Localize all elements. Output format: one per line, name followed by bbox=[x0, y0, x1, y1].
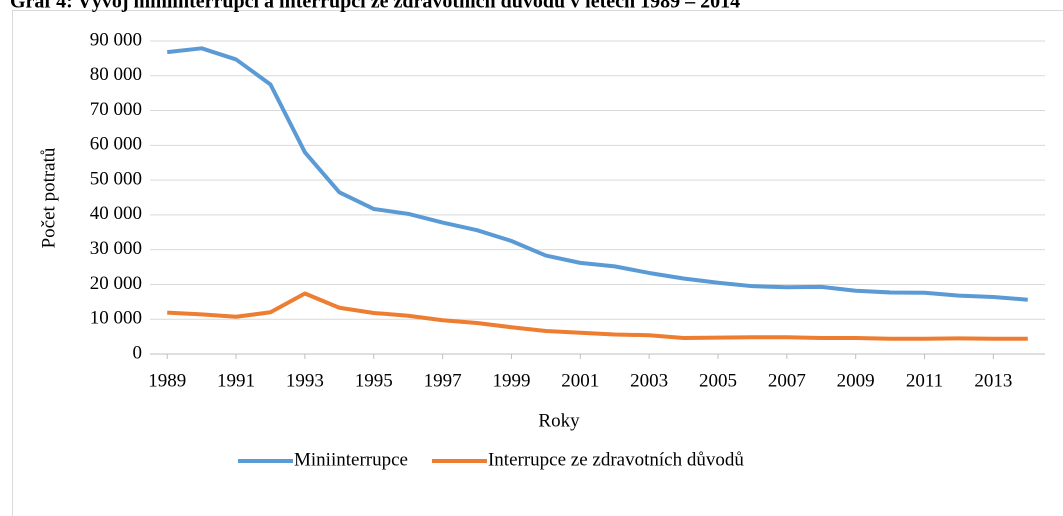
y-tick-label: 80 000 bbox=[90, 64, 142, 85]
legend-label: Miniinterrupce bbox=[294, 449, 408, 470]
y-tick-label: 40 000 bbox=[90, 203, 142, 224]
y-tick-label: 20 000 bbox=[90, 273, 142, 294]
y-tick-label: 60 000 bbox=[90, 134, 142, 155]
x-tick-label: 1993 bbox=[286, 370, 324, 391]
y-tick-label: 0 bbox=[133, 342, 143, 363]
x-tick-label: 2011 bbox=[906, 370, 943, 391]
x-tick-label: 1999 bbox=[492, 370, 530, 391]
y-tick-label: 90 000 bbox=[90, 29, 142, 50]
x-tick-label: 1997 bbox=[424, 370, 462, 391]
chart-border bbox=[12, 10, 1063, 516]
x-tick-label: 1995 bbox=[355, 370, 393, 391]
x-axis-label: Roky bbox=[538, 410, 580, 431]
y-tick-label: 10 000 bbox=[90, 308, 142, 329]
series-line bbox=[166, 46, 1028, 302]
y-axis-label: Počet potratů bbox=[38, 147, 59, 248]
x-tick-label: 2005 bbox=[699, 370, 737, 391]
legend-label: Interrupce ze zdravotních důvodů bbox=[488, 449, 744, 470]
y-tick-label: 30 000 bbox=[90, 238, 142, 259]
x-tick-label: 2003 bbox=[630, 370, 668, 391]
y-tick-label: 70 000 bbox=[90, 99, 142, 120]
series-line bbox=[167, 291, 1028, 341]
x-tick-label: 2009 bbox=[837, 370, 875, 391]
x-tick-label: 1991 bbox=[217, 370, 255, 391]
y-tick-label: 50 000 bbox=[90, 168, 142, 189]
x-tick-label: 1989 bbox=[148, 370, 186, 391]
x-tick-label: 2007 bbox=[768, 370, 806, 391]
chart-title: Graf 4: Vývoj miniinterrupcí a interrupc… bbox=[10, 0, 740, 13]
x-tick-label: 2001 bbox=[561, 370, 599, 391]
x-tick-label: 2013 bbox=[974, 370, 1012, 391]
